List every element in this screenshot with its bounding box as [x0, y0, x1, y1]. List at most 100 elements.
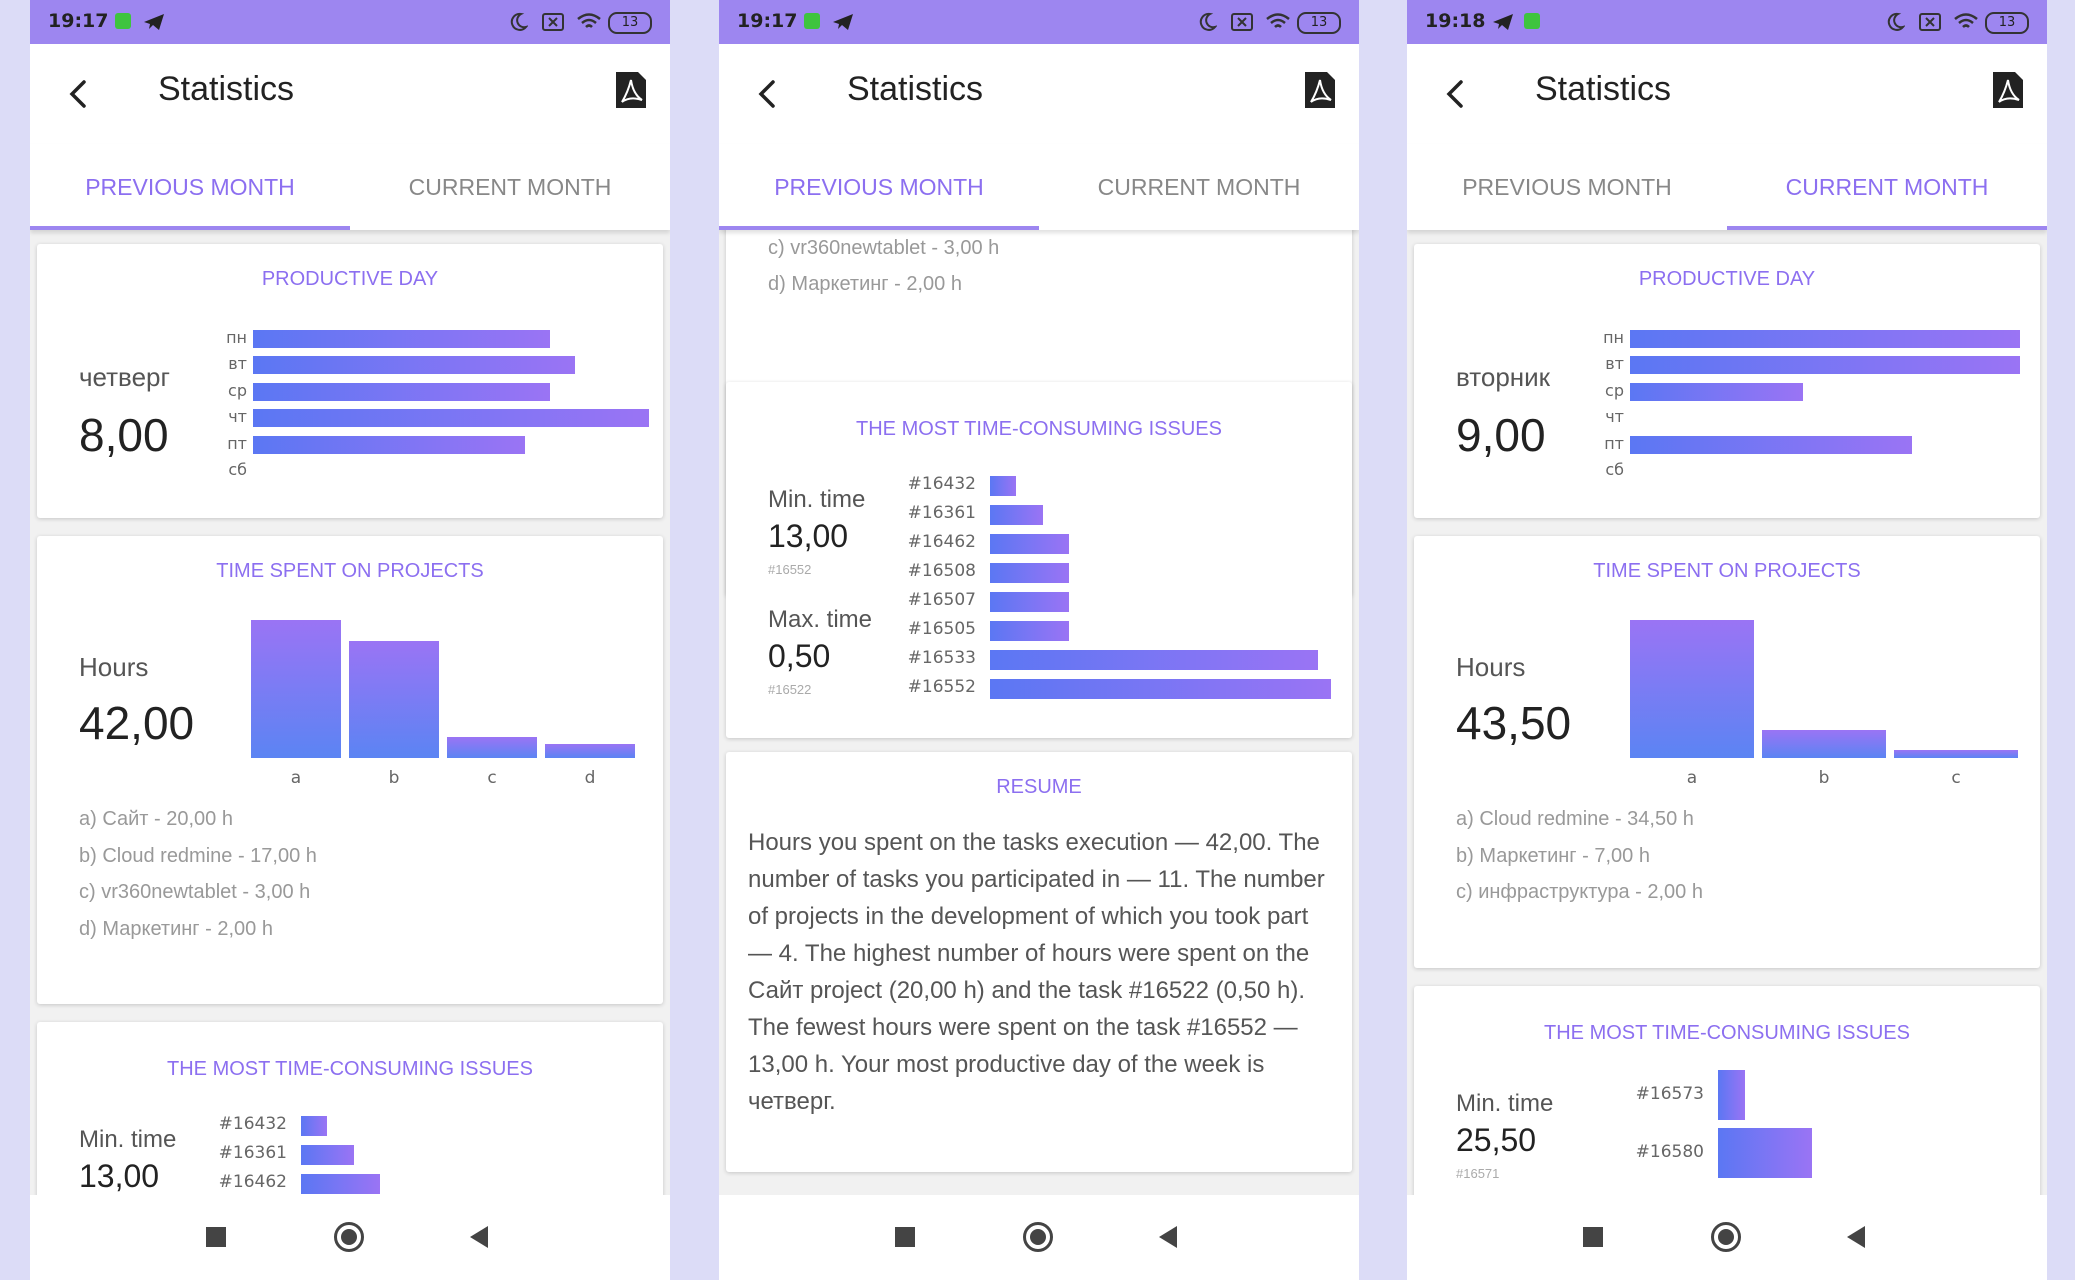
productive-day-card: PRODUCTIVE DAY четверг 8,00 пн вт ср чт … [37, 244, 663, 518]
recents-button[interactable] [1583, 1227, 1603, 1247]
day-tick-label: вт [1605, 354, 1624, 373]
min-time-issue-id: #16571 [1456, 1166, 1500, 1181]
day-bar [1630, 356, 2020, 374]
legend-item: a) Сайт - 20,00 h [79, 808, 233, 830]
phone-screen-2: 19:17 13 Statistics PREVIOUS MONTH CURRE… [719, 0, 1359, 1280]
project-bar [251, 620, 341, 758]
project-tick-label: a [1686, 768, 1698, 788]
pdf-export-button[interactable] [1991, 70, 2025, 110]
day-tick-label: ср [1605, 381, 1624, 400]
hours-label: Hours [79, 652, 149, 682]
system-nav-bar [30, 1195, 670, 1280]
min-time-value: 13,00 [79, 1158, 160, 1194]
back-button[interactable] [470, 1226, 488, 1248]
android-icon [114, 12, 132, 35]
telegram-icon [142, 12, 166, 37]
min-time-label: Min. time [768, 486, 866, 513]
wifi-icon [1265, 12, 1291, 37]
home-button[interactable] [1711, 1222, 1741, 1252]
issue-bar [990, 505, 1043, 525]
phone-screen-1: 19:17 13 Statistics PREVIOUS MONTH CURRE… [30, 0, 670, 1280]
card-title: TIME SPENT ON PROJECTS [216, 560, 484, 582]
tab-bar: PREVIOUS MONTH CURRENT MONTH [1407, 144, 2047, 230]
recents-button[interactable] [895, 1227, 915, 1247]
back-button[interactable] [1159, 1226, 1177, 1248]
issue-tick-label: #16507 [907, 590, 976, 610]
max-time-issue-id: #16522 [768, 682, 812, 697]
card-title: THE MOST TIME-CONSUMING ISSUES [1544, 1022, 1910, 1044]
tab-previous-month[interactable]: PREVIOUS MONTH [1462, 174, 1672, 200]
issue-tick-label: #16508 [907, 561, 976, 581]
productive-day-name: четверг [79, 362, 170, 392]
issues-card: THE MOST TIME-CONSUMING ISSUES Min. time… [37, 1022, 663, 1195]
moon-icon [1197, 12, 1218, 37]
legend-item: d) Маркетинг - 2,00 h [79, 918, 273, 940]
issue-tick-label: #16361 [218, 1143, 287, 1163]
min-time-label: Min. time [1456, 1090, 1554, 1117]
card-title: THE MOST TIME-CONSUMING ISSUES [856, 418, 1222, 440]
day-tick-label: чт [228, 407, 247, 426]
home-button[interactable] [334, 1222, 364, 1252]
pdf-export-button[interactable] [614, 70, 648, 110]
issue-bar [990, 476, 1016, 496]
tab-bar: PREVIOUS MONTH CURRENT MONTH [30, 144, 670, 230]
productive-day-name: вторник [1456, 362, 1551, 392]
day-tick-label: чт [1605, 407, 1624, 426]
issue-bar [990, 563, 1069, 583]
day-bar [253, 409, 649, 427]
productive-day-hours: 8,00 [79, 409, 169, 461]
tab-previous-month[interactable]: PREVIOUS MONTH [719, 144, 1039, 230]
tab-current-month[interactable]: CURRENT MONTH [1097, 174, 1301, 200]
back-arrow-button[interactable] [1437, 74, 1477, 114]
home-button[interactable] [1023, 1222, 1053, 1252]
day-tick-label: пн [1603, 328, 1624, 347]
tab-current-month[interactable]: CURRENT MONTH [1727, 144, 2047, 230]
card-title: THE MOST TIME-CONSUMING ISSUES [167, 1058, 533, 1080]
projects-card: TIME SPENT ON PROJECTS Hours 42,00 a b c… [37, 536, 663, 1004]
tab-previous-month[interactable]: PREVIOUS MONTH [30, 144, 350, 230]
day-tick-label: сб [1605, 460, 1624, 479]
scroll-content[interactable]: PRODUCTIVE DAY четверг 8,00 пн вт ср чт … [30, 230, 670, 1195]
status-bar: 19:17 13 [30, 0, 670, 44]
back-button[interactable] [1847, 1226, 1865, 1248]
project-tick-label: b [1818, 768, 1830, 788]
phone-screen-3: 19:18 13 Statistics PREVIOUS MONTH CURRE… [1407, 0, 2047, 1280]
day-tick-label: пн [226, 328, 247, 347]
issue-tick-label: #16462 [218, 1172, 287, 1192]
issue-tick-label: #16573 [1635, 1084, 1704, 1104]
day-bar [253, 356, 575, 374]
project-tick-label: c [487, 768, 497, 788]
page-title: Statistics [1535, 70, 1672, 108]
back-arrow-button[interactable] [749, 74, 789, 114]
sim-off-icon [1231, 12, 1253, 37]
moon-icon [508, 12, 529, 37]
scroll-content[interactable]: c) vr360newtablet - 3,00 h d) Маркетинг … [719, 230, 1359, 1195]
pdf-export-button[interactable] [1303, 70, 1337, 110]
projects-card: TIME SPENT ON PROJECTS Hours 43,50 a b c… [1414, 536, 2040, 968]
min-time-value: 13,00 [768, 518, 849, 554]
recents-button[interactable] [206, 1227, 226, 1247]
issue-bar [301, 1174, 380, 1194]
project-tick-label: c [1951, 768, 1961, 788]
day-bar [1630, 330, 2020, 348]
tab-current-month[interactable]: CURRENT MONTH [408, 174, 612, 200]
page-title: Statistics [847, 70, 984, 108]
day-bar [1630, 383, 1803, 401]
issue-bar [1718, 1070, 1745, 1120]
project-bar [349, 641, 439, 758]
day-tick-label: сб [228, 460, 247, 479]
status-time: 19:18 [1425, 10, 1486, 32]
day-bar [253, 330, 550, 348]
back-arrow-button[interactable] [60, 74, 100, 114]
productive-day-card: PRODUCTIVE DAY вторник 9,00 пн вт ср чт … [1414, 244, 2040, 518]
issue-tick-label: #16432 [907, 474, 976, 494]
issue-tick-label: #16533 [907, 648, 976, 668]
app-bar: Statistics [1407, 44, 2047, 144]
sim-off-icon [1919, 12, 1941, 37]
issues-card: THE MOST TIME-CONSUMING ISSUES Min. time… [726, 382, 1352, 738]
status-bar: 19:17 13 [719, 0, 1359, 44]
min-time-issue-id: #16552 [768, 562, 812, 577]
day-tick-label: пт [227, 434, 247, 453]
system-nav-bar [719, 1195, 1359, 1280]
scroll-content[interactable]: PRODUCTIVE DAY вторник 9,00 пн вт ср чт … [1407, 230, 2047, 1195]
